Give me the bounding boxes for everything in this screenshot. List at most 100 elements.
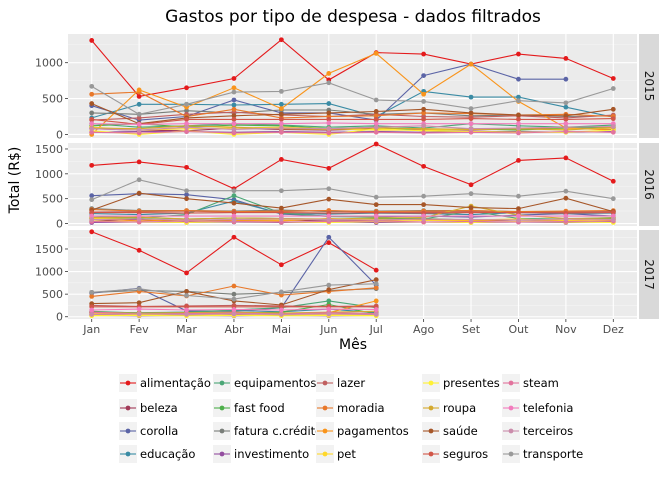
data-point: [373, 97, 379, 103]
data-point: [231, 188, 237, 194]
data-point: [373, 217, 379, 223]
data-point: [373, 277, 379, 283]
data-point: [278, 307, 284, 313]
data-point: [326, 240, 332, 246]
data-point: [89, 110, 95, 116]
data-point: [421, 73, 427, 78]
series-line: [91, 192, 614, 213]
legend-item-pet: pet: [316, 445, 356, 463]
series-line: [91, 122, 614, 125]
data-point: [231, 97, 237, 103]
data-point: [184, 164, 189, 170]
data-point: [373, 267, 379, 273]
legend-label: fatura c.crédito: [234, 424, 322, 438]
data-point: [136, 216, 142, 222]
data-point: [326, 186, 332, 192]
data-point: [136, 94, 142, 99]
data-point: [278, 121, 284, 127]
data-point: [326, 298, 332, 304]
series-alimentacao: [89, 229, 379, 276]
data-point: [326, 101, 332, 106]
data-point: [89, 121, 95, 127]
legend-label: transporte: [523, 447, 583, 461]
series-line: [91, 179, 614, 201]
data-point: [231, 210, 237, 215]
data-point: [231, 311, 237, 317]
series-steam: [89, 129, 616, 136]
data-point: [89, 116, 95, 122]
legend-item-saude: saúde: [422, 422, 478, 440]
data-point: [278, 111, 284, 117]
series-line: [91, 52, 614, 135]
data-point: [421, 202, 427, 208]
data-point: [184, 217, 189, 223]
legend-item-lazer: lazer: [316, 374, 365, 392]
data-point: [231, 296, 237, 302]
legend-item-telefonia: telefonia: [502, 399, 573, 417]
series-line: [91, 220, 614, 223]
y-tick-label: 0: [56, 218, 63, 231]
data-point: [184, 312, 189, 317]
data-point: [563, 116, 569, 122]
legend-key-point: [508, 451, 514, 457]
data-point: [610, 124, 616, 129]
series-transporte: [89, 281, 379, 302]
legend-item-seguros: seguros: [422, 445, 488, 463]
data-point: [184, 124, 189, 130]
data-point: [373, 50, 379, 56]
series-line: [91, 209, 614, 213]
data-point: [231, 291, 237, 297]
data-point: [89, 193, 95, 199]
data-point: [373, 124, 379, 130]
data-point: [563, 188, 569, 194]
data-point: [373, 312, 379, 317]
data-point: [610, 217, 616, 222]
y-tick-label: 1000: [35, 266, 63, 279]
data-point: [373, 116, 379, 122]
y-tick-label: 0: [56, 128, 63, 141]
legend-item-educacao: educação: [119, 445, 195, 463]
series-terceiros: [89, 216, 616, 223]
data-point: [516, 76, 521, 82]
legend-key-point: [219, 405, 225, 411]
data-point: [468, 205, 474, 211]
legend-item-corolla: corolla: [119, 422, 178, 440]
data-point: [326, 80, 332, 86]
data-point: [373, 129, 379, 135]
data-point: [136, 101, 142, 107]
y-tick-label: 500: [42, 93, 63, 106]
data-point: [278, 312, 284, 317]
legend-key-point: [322, 380, 328, 386]
legend-label: corolla: [140, 424, 178, 438]
data-point: [421, 110, 427, 116]
series-transporte: [89, 177, 616, 203]
legend-key-point: [508, 405, 514, 411]
data-point: [516, 157, 521, 163]
x-tick-label: Ago: [413, 323, 435, 336]
data-point: [278, 289, 284, 295]
series-line: [91, 212, 614, 214]
y-tick-label: 500: [42, 288, 63, 301]
legend-item-fatura-c-credito: fatura c.crédito: [213, 422, 322, 440]
data-point: [278, 216, 284, 222]
facet-strip-label: 2016: [642, 169, 656, 200]
data-point: [610, 86, 616, 91]
data-point: [278, 101, 284, 107]
data-point: [610, 178, 616, 184]
data-point: [468, 210, 474, 215]
series-line: [91, 118, 614, 125]
data-point: [563, 76, 569, 82]
data-point: [468, 94, 474, 100]
data-point: [136, 247, 142, 253]
data-point: [373, 121, 379, 127]
data-point: [184, 213, 189, 219]
x-tick-label: Nov: [555, 323, 577, 336]
data-point: [184, 121, 189, 127]
x-axis-title: Mês: [339, 337, 367, 353]
facet-panels: 0 500 1000 2015 0 500 1000 1500 2016 0 500 1000 1500…: [35, 34, 659, 324]
data-point: [89, 217, 95, 222]
y-tick-label: 1000: [35, 168, 63, 181]
legend-item-roupa: roupa: [422, 399, 476, 417]
series-terceiros: [89, 311, 379, 317]
data-point: [136, 121, 142, 127]
